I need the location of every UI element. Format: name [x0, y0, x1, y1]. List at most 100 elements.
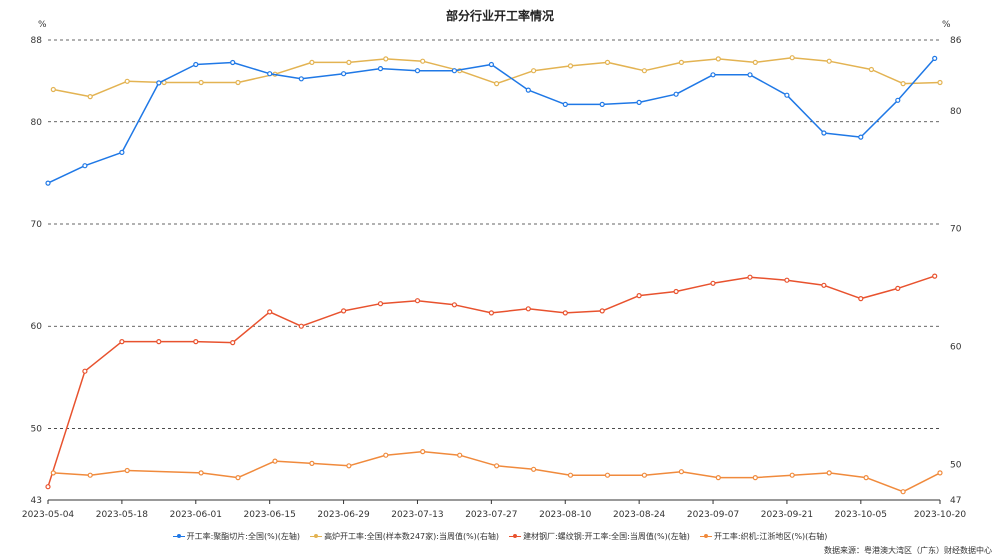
- series-line-1: [47, 57, 936, 184]
- legend-swatch: [310, 533, 323, 540]
- data-point: [420, 58, 426, 64]
- legend: 开工率:聚酯切片:全国(%)(左轴) 高炉开工率:全国(样本数247家):当周值(…: [0, 531, 1000, 542]
- data-point: [156, 339, 162, 345]
- data-point: [562, 101, 568, 108]
- data-point: [900, 489, 906, 495]
- x-tick-label: 2023-06-01: [170, 510, 222, 520]
- legend-swatch: [699, 533, 712, 540]
- data-point: [567, 472, 574, 478]
- data-point: [599, 101, 605, 108]
- data-point: [87, 93, 93, 100]
- x-tick-label: 2023-08-24: [613, 510, 666, 520]
- x-tick-label: 2023-07-13: [391, 510, 443, 520]
- data-point: [124, 467, 130, 474]
- data-point: [530, 68, 537, 74]
- data-point: [309, 59, 315, 66]
- data-point: [198, 79, 204, 86]
- chart-title: 部分行业开工率情况: [445, 9, 554, 23]
- data-point: [932, 273, 938, 279]
- source-note: 数据来源：粤港澳大湾区（广东）财经数据中心: [824, 546, 992, 555]
- left-tick-label: 60: [31, 322, 43, 332]
- data-point: [678, 469, 685, 475]
- legend-swatch: [172, 533, 185, 540]
- data-point: [937, 470, 943, 476]
- data-point: [383, 452, 389, 458]
- x-tick-label: 2023-10-20: [914, 510, 967, 520]
- data-point: [267, 309, 273, 315]
- x-tick-label: 2023-06-15: [244, 510, 296, 520]
- data-point: [457, 452, 463, 458]
- data-point: [156, 80, 162, 86]
- data-point: [267, 71, 273, 77]
- left-tick-label: 88: [31, 36, 43, 46]
- data-point: [235, 475, 241, 481]
- data-point: [530, 466, 537, 472]
- data-point: [863, 475, 869, 481]
- x-tick-label: 2023-05-18: [96, 510, 149, 520]
- data-point: [567, 63, 574, 69]
- data-point: [230, 59, 236, 66]
- data-point: [298, 76, 304, 82]
- data-point: [494, 80, 500, 87]
- data-point: [346, 59, 352, 66]
- left-tick-label: 70: [31, 220, 43, 230]
- data-point: [715, 56, 721, 62]
- series-line-2: [53, 56, 941, 98]
- data-point: [826, 470, 832, 476]
- data-point: [414, 298, 421, 304]
- data-point: [821, 282, 827, 288]
- data-point: [673, 288, 679, 295]
- data-point: [230, 340, 236, 346]
- data-point: [235, 79, 241, 86]
- data-point: [272, 458, 278, 464]
- data-point: [383, 56, 389, 62]
- data-point: [525, 306, 531, 312]
- data-point: [636, 99, 642, 106]
- data-point: [932, 55, 938, 62]
- data-point: [494, 463, 500, 469]
- data-point: [715, 475, 721, 481]
- data-point: [341, 308, 347, 314]
- data-point: [641, 68, 648, 74]
- left-axis-unit: %: [38, 20, 47, 30]
- right-tick-label: 50: [950, 461, 962, 471]
- data-point: [821, 130, 827, 136]
- data-point: [50, 470, 56, 476]
- data-point: [636, 293, 642, 299]
- legend-label: 开工率:织机:江浙地区(%)(右轴): [713, 532, 828, 541]
- data-point: [119, 339, 125, 345]
- legend-swatch: [509, 533, 522, 540]
- data-point: [119, 149, 125, 155]
- x-tick-label: 2023-08-10: [539, 510, 592, 520]
- left-tick-label: 50: [31, 424, 43, 434]
- data-point: [45, 484, 51, 490]
- data-point: [451, 302, 457, 308]
- data-point: [420, 449, 426, 455]
- data-point: [82, 368, 88, 374]
- data-point: [414, 68, 421, 74]
- right-tick-label: 60: [950, 343, 962, 353]
- legend-label: 建材钢厂:螺纹钢:开工率:全国:当周值(%)(左轴): [523, 532, 690, 541]
- data-point: [82, 163, 88, 169]
- x-tick-label: 2023-07-27: [465, 510, 517, 520]
- series-line-4: [53, 450, 941, 493]
- data-point: [784, 92, 790, 98]
- right-tick-label: 80: [950, 107, 962, 117]
- data-point: [488, 310, 494, 316]
- data-point: [562, 310, 568, 316]
- legend-item: 高炉开工率:全国(样本数247家):当周值(%)(右轴): [310, 531, 499, 542]
- data-point: [673, 91, 679, 97]
- data-point: [377, 65, 384, 72]
- data-point: [193, 339, 199, 345]
- data-point: [488, 61, 494, 68]
- data-point: [747, 274, 753, 280]
- data-point: [937, 79, 943, 86]
- left-tick-label: 43: [31, 496, 42, 506]
- data-point: [377, 301, 384, 307]
- data-point: [784, 277, 790, 283]
- legend-label: 高炉开工率:全国(样本数247家):当周值(%)(右轴): [324, 532, 500, 541]
- data-point: [87, 472, 93, 478]
- data-point: [641, 472, 648, 478]
